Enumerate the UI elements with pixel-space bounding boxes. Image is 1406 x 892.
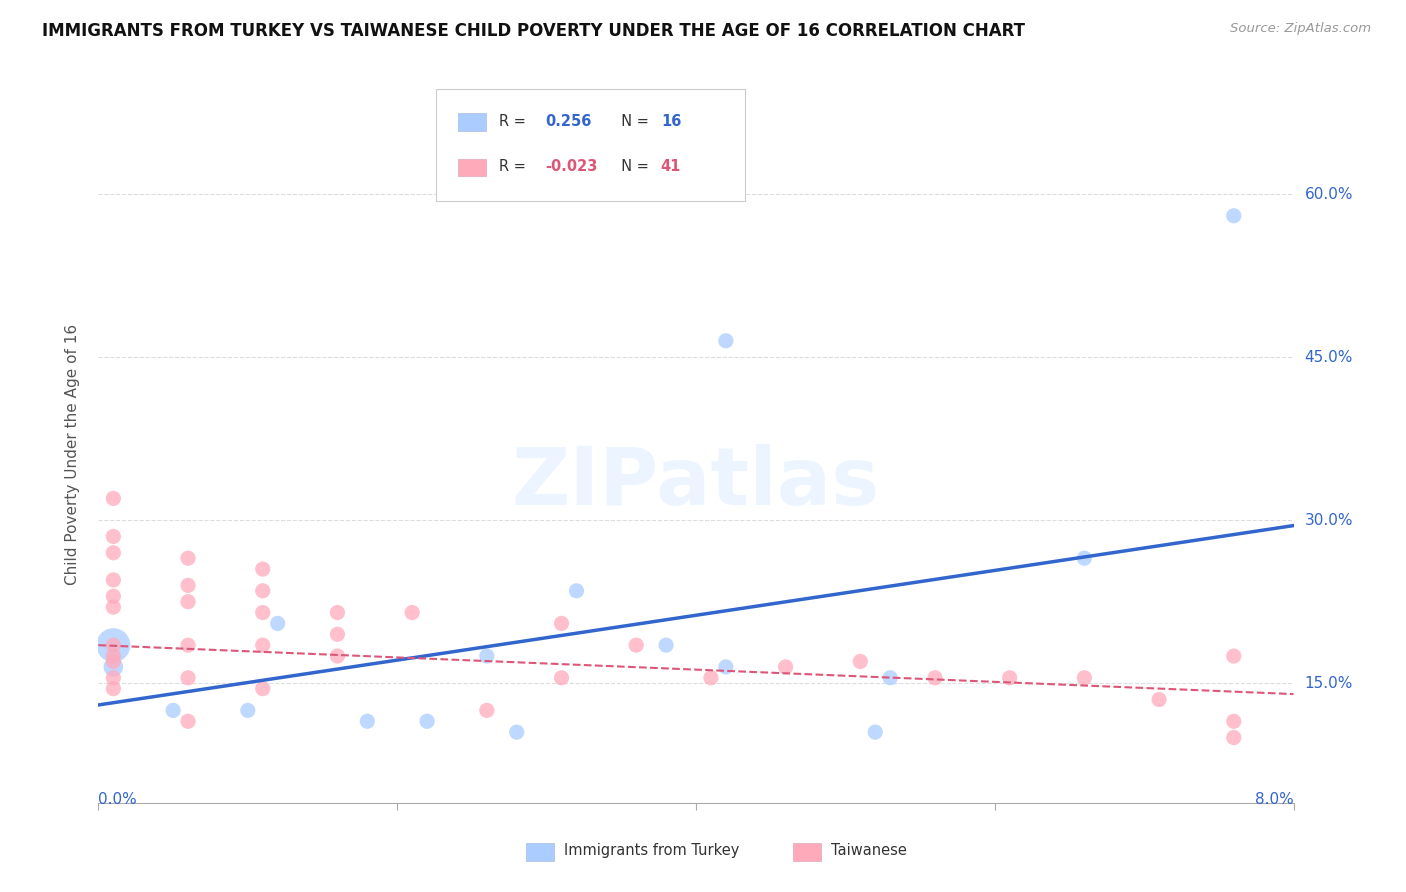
Y-axis label: Child Poverty Under the Age of 16: Child Poverty Under the Age of 16: [65, 325, 80, 585]
Point: [655, 638, 678, 652]
Point: [624, 638, 647, 652]
Point: [162, 703, 184, 717]
Point: [1222, 714, 1246, 729]
Point: [103, 600, 125, 615]
Point: [252, 606, 274, 620]
Point: [879, 671, 901, 685]
Text: 15.0%: 15.0%: [1305, 676, 1353, 690]
Point: [1222, 648, 1246, 663]
Point: [506, 725, 529, 739]
Point: [103, 681, 125, 696]
Text: Immigrants from Turkey: Immigrants from Turkey: [564, 844, 740, 858]
Text: 60.0%: 60.0%: [1305, 186, 1353, 202]
Point: [1147, 692, 1170, 706]
Point: [475, 703, 498, 717]
Point: [775, 660, 797, 674]
Point: [177, 671, 200, 685]
Point: [416, 714, 439, 729]
Point: [863, 725, 886, 739]
Point: [103, 529, 125, 543]
Point: [103, 491, 125, 506]
Point: [103, 589, 125, 603]
Point: [326, 648, 349, 663]
Point: [1222, 731, 1246, 745]
Point: [1298, 741, 1320, 756]
Text: 8.0%: 8.0%: [1254, 792, 1294, 807]
Point: [103, 648, 125, 663]
Point: [1222, 209, 1246, 223]
Point: [103, 546, 125, 560]
Text: 45.0%: 45.0%: [1305, 350, 1353, 365]
Point: [252, 681, 274, 696]
Text: 30.0%: 30.0%: [1305, 513, 1353, 528]
Point: [700, 671, 723, 685]
Point: [103, 638, 125, 652]
Point: [103, 573, 125, 587]
Point: [550, 616, 572, 631]
Point: [998, 671, 1021, 685]
Point: [1073, 551, 1095, 566]
Point: [177, 551, 200, 566]
Text: N =: N =: [612, 114, 654, 129]
Point: [565, 583, 588, 598]
Point: [177, 595, 200, 609]
Text: 16: 16: [661, 114, 681, 129]
Text: ZIPatlas: ZIPatlas: [512, 443, 880, 522]
Point: [252, 638, 274, 652]
Text: Source: ZipAtlas.com: Source: ZipAtlas.com: [1230, 22, 1371, 36]
Point: [714, 334, 737, 348]
Point: [177, 578, 200, 592]
Point: [236, 703, 259, 717]
Point: [714, 660, 737, 674]
Point: [177, 714, 200, 729]
Text: N =: N =: [612, 159, 654, 174]
Point: [550, 671, 572, 685]
Point: [177, 638, 200, 652]
Point: [849, 655, 872, 669]
Point: [267, 616, 290, 631]
Text: Taiwanese: Taiwanese: [831, 844, 907, 858]
Point: [401, 606, 423, 620]
Text: R =: R =: [499, 114, 530, 129]
Point: [924, 671, 946, 685]
Text: R =: R =: [499, 159, 530, 174]
Text: -0.023: -0.023: [546, 159, 598, 174]
Point: [252, 562, 274, 576]
Point: [103, 660, 125, 674]
Text: 0.256: 0.256: [546, 114, 592, 129]
Point: [1073, 671, 1095, 685]
Point: [356, 714, 378, 729]
Point: [326, 627, 349, 641]
Text: 41: 41: [661, 159, 681, 174]
Point: [103, 671, 125, 685]
Text: IMMIGRANTS FROM TURKEY VS TAIWANESE CHILD POVERTY UNDER THE AGE OF 16 CORRELATIO: IMMIGRANTS FROM TURKEY VS TAIWANESE CHIL…: [42, 22, 1025, 40]
Point: [103, 655, 125, 669]
Point: [326, 606, 349, 620]
Text: 0.0%: 0.0%: [98, 792, 138, 807]
Point: [475, 648, 498, 663]
Point: [103, 638, 125, 652]
Point: [252, 583, 274, 598]
